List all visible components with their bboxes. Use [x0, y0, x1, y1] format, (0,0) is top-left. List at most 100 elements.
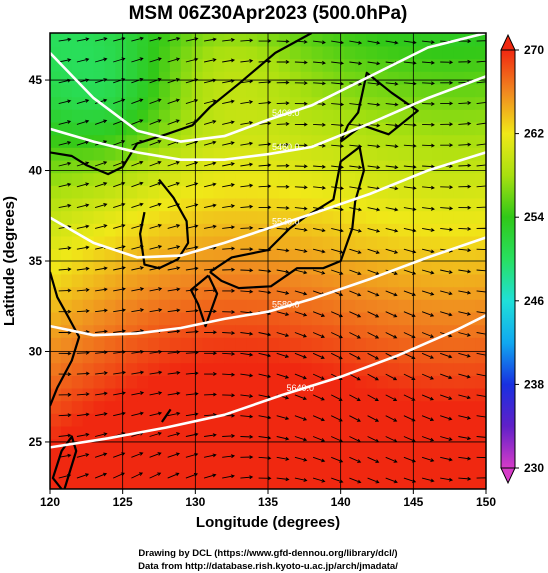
heat-cell: [115, 463, 128, 478]
heat-cell: [115, 400, 128, 414]
heat-cell: [159, 83, 171, 98]
heat-cell: [191, 96, 204, 110]
wind-vector: [185, 266, 199, 271]
heat-cell: [431, 413, 444, 427]
heat-cell: [115, 273, 128, 288]
wind-vector: [131, 452, 144, 458]
heat-cell: [355, 109, 367, 123]
wind-vector: [149, 431, 162, 437]
wind-vector: [113, 350, 127, 354]
heat-cell: [71, 463, 84, 478]
colorbar-bar: [500, 49, 516, 469]
wind-vector: [440, 415, 453, 421]
colorbar-tick-label: 230: [524, 461, 544, 475]
heat-cell: [180, 362, 193, 376]
heat-cell: [311, 324, 324, 338]
heat-cell: [224, 71, 237, 85]
heat-cell: [213, 248, 226, 262]
heat-cell: [420, 476, 433, 489]
wind-vector: [476, 205, 486, 209]
heat-cell: [355, 286, 367, 300]
heat-cell: [93, 248, 106, 262]
contour-label: 5400.0: [272, 108, 300, 118]
heat-cell: [169, 83, 182, 98]
wind-vector: [403, 123, 417, 128]
heat-cell: [235, 210, 247, 224]
heat-cell: [148, 349, 160, 364]
heat-cell: [191, 109, 204, 123]
heat-cell: [278, 83, 291, 98]
heat-cell: [398, 248, 411, 262]
heat-cell: [387, 324, 400, 338]
heat-cell: [104, 83, 117, 98]
heat-cell: [398, 311, 411, 326]
heat-cell: [213, 299, 226, 313]
heat-cell: [387, 109, 400, 123]
heat-cell: [191, 83, 204, 98]
heat-cell: [148, 362, 160, 376]
heat-cell: [387, 286, 400, 300]
heat-cell: [202, 45, 215, 60]
heat-cell: [104, 109, 117, 123]
heat-cell: [377, 476, 389, 489]
heat-cell: [202, 413, 215, 427]
wind-vector: [312, 352, 325, 359]
heat-cell: [311, 248, 324, 262]
heat-cell: [289, 71, 302, 85]
heat-cell: [289, 235, 302, 250]
heat-cell: [191, 121, 204, 136]
heat-cell: [137, 451, 149, 465]
heat-cell: [169, 349, 182, 364]
heat-cell: [60, 134, 73, 148]
heat-cell: [202, 463, 215, 478]
heat-cell: [355, 71, 367, 85]
wind-vector: [403, 477, 417, 483]
heat-cell: [453, 223, 465, 237]
heat-cell: [213, 159, 226, 174]
heat-cell: [475, 172, 486, 186]
heat-cell: [278, 438, 291, 452]
heat-cell: [180, 375, 193, 389]
heat-cell: [268, 121, 280, 136]
wind-vector: [440, 456, 453, 462]
heat-cell: [180, 438, 193, 452]
heat-cell: [311, 299, 324, 313]
heat-cell: [322, 425, 335, 440]
heat-cell: [322, 261, 335, 275]
heat-cell: [442, 413, 455, 427]
wind-vector: [331, 227, 344, 233]
heat-cell: [453, 286, 465, 300]
heat-cell: [82, 210, 95, 224]
wind-vector: [331, 144, 345, 149]
wind-vector: [403, 415, 416, 422]
heat-cell: [366, 197, 378, 212]
heat-cell: [60, 349, 73, 364]
heat-cell: [453, 235, 465, 250]
heat-cell: [278, 476, 291, 489]
heat-cell: [278, 324, 291, 338]
heat-cell: [300, 45, 313, 60]
wind-vector: [349, 456, 362, 463]
heat-cell: [431, 463, 444, 478]
heat-cell: [104, 324, 117, 338]
wind-vector: [149, 244, 163, 250]
heat-cell: [246, 185, 258, 199]
heat-cell: [93, 476, 106, 489]
heat-cell: [104, 413, 117, 427]
wind-vector: [331, 477, 344, 484]
wind-vector: [367, 165, 381, 170]
heat-cell: [322, 71, 335, 85]
heat-cell: [137, 197, 149, 212]
wind-vector: [422, 164, 435, 169]
heat-cell: [148, 83, 160, 98]
wind-vector: [458, 352, 471, 358]
heat-cell: [235, 476, 247, 489]
heat-cell: [50, 311, 62, 326]
heat-cell: [159, 286, 171, 300]
heat-cell: [159, 223, 171, 237]
heat-cell: [431, 71, 444, 85]
heat-cell: [60, 197, 73, 212]
heat-cell: [159, 172, 171, 186]
heat-cell: [137, 96, 149, 110]
wind-vector: [312, 394, 325, 401]
